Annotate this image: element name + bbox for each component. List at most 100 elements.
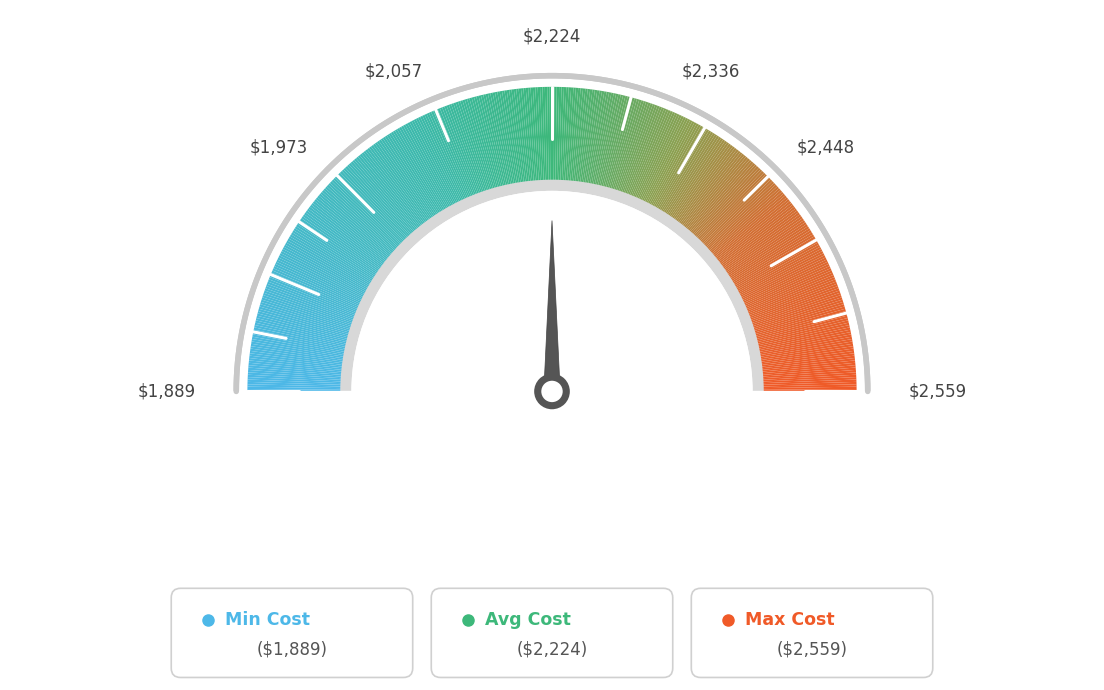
Wedge shape [511,89,527,193]
Wedge shape [552,87,554,191]
Wedge shape [247,386,351,390]
Wedge shape [386,135,445,223]
Wedge shape [751,355,854,369]
Wedge shape [631,112,676,208]
Wedge shape [737,277,836,317]
Wedge shape [560,87,566,191]
Wedge shape [688,168,761,245]
Wedge shape [711,205,794,270]
Wedge shape [662,137,721,225]
Wedge shape [347,164,418,243]
Wedge shape [732,257,827,304]
Wedge shape [497,91,518,194]
Wedge shape [397,128,452,219]
Wedge shape [375,142,437,228]
Wedge shape [550,87,552,191]
Wedge shape [639,117,686,211]
Circle shape [534,373,570,409]
Wedge shape [708,199,789,266]
Wedge shape [750,344,853,362]
Wedge shape [716,218,804,279]
Wedge shape [393,130,448,220]
Wedge shape [283,247,375,297]
Wedge shape [555,87,560,191]
Wedge shape [627,109,669,206]
Wedge shape [351,191,753,391]
Wedge shape [399,127,453,218]
Wedge shape [544,87,549,191]
Wedge shape [476,96,503,197]
Wedge shape [743,299,843,333]
Wedge shape [616,103,650,201]
Wedge shape [625,108,665,205]
Wedge shape [257,313,358,342]
Wedge shape [562,87,569,191]
Wedge shape [735,268,831,312]
Wedge shape [622,106,660,204]
Wedge shape [604,97,633,198]
Text: Max Cost: Max Cost [745,611,835,629]
Wedge shape [327,185,405,257]
Wedge shape [707,197,788,265]
Wedge shape [752,370,856,379]
Polygon shape [544,221,560,391]
Wedge shape [687,166,758,244]
Wedge shape [273,268,369,312]
Wedge shape [290,235,380,289]
Wedge shape [704,194,785,262]
Wedge shape [519,88,531,192]
Wedge shape [253,332,355,354]
Wedge shape [590,92,612,195]
Wedge shape [613,101,646,201]
Wedge shape [268,277,367,317]
Wedge shape [407,122,458,215]
Wedge shape [732,255,826,303]
Wedge shape [297,222,385,282]
Wedge shape [381,138,440,226]
Wedge shape [354,158,423,239]
Wedge shape [310,205,393,270]
Wedge shape [752,368,856,377]
Wedge shape [611,100,644,200]
Wedge shape [286,241,378,293]
Wedge shape [306,210,391,273]
Wedge shape [736,273,834,315]
Wedge shape [343,168,416,245]
Text: $2,448: $2,448 [796,138,854,156]
Wedge shape [705,195,787,264]
Wedge shape [729,247,821,297]
Wedge shape [352,160,422,240]
Wedge shape [315,199,396,266]
Wedge shape [643,120,692,213]
Wedge shape [405,124,457,216]
Wedge shape [253,335,355,355]
Wedge shape [478,95,506,197]
Text: Min Cost: Min Cost [225,611,310,629]
Wedge shape [256,318,358,344]
Wedge shape [252,337,354,357]
Wedge shape [684,163,755,242]
Wedge shape [385,135,443,224]
Wedge shape [698,183,776,255]
Wedge shape [247,389,351,391]
Wedge shape [721,226,809,284]
Wedge shape [633,113,678,208]
Wedge shape [312,201,395,267]
Wedge shape [585,91,604,194]
Wedge shape [521,88,533,192]
Wedge shape [338,172,413,248]
Wedge shape [657,132,713,221]
Wedge shape [258,308,359,339]
Wedge shape [251,344,354,362]
Wedge shape [444,106,482,204]
Wedge shape [363,150,429,234]
Wedge shape [578,90,595,193]
Wedge shape [673,149,739,233]
Text: $2,224: $2,224 [523,28,581,46]
Wedge shape [718,220,805,280]
Wedge shape [301,216,388,277]
Wedge shape [540,87,545,191]
Wedge shape [671,146,735,231]
Wedge shape [368,148,432,232]
Wedge shape [721,228,810,285]
